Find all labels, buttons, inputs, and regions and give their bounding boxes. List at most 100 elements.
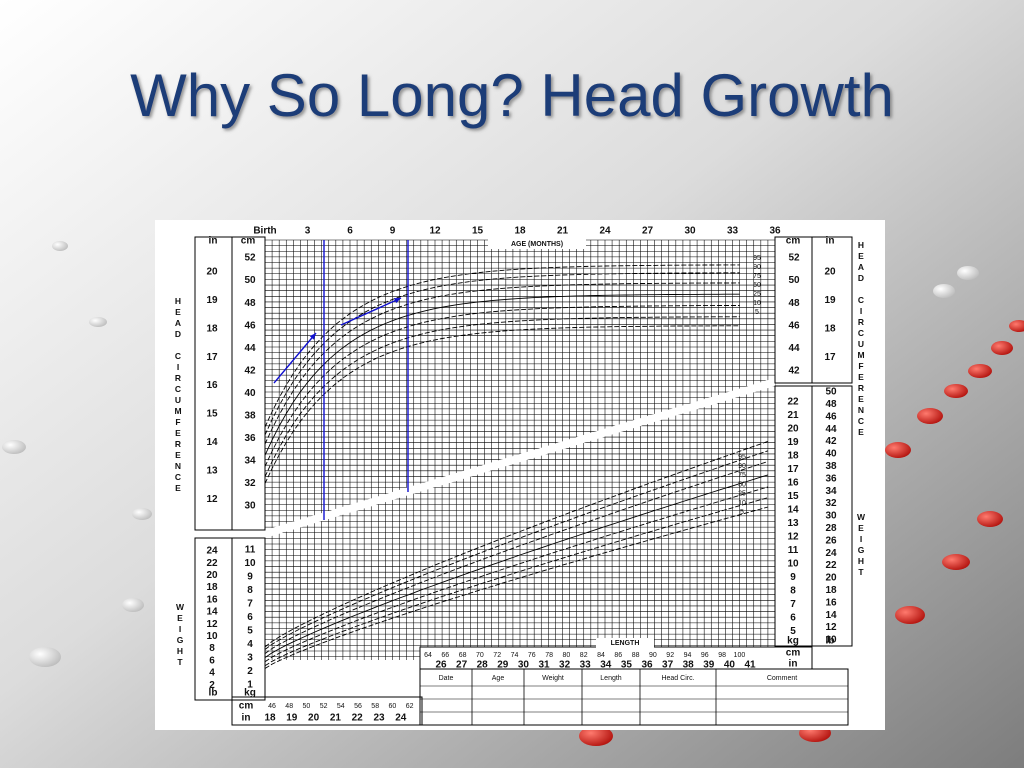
- header-bg: [488, 239, 586, 249]
- label: 50: [788, 275, 800, 286]
- label: 15: [206, 409, 218, 420]
- label: 76: [528, 652, 536, 659]
- unit: in: [789, 659, 798, 670]
- label: 48: [788, 298, 800, 309]
- label: 62: [406, 703, 414, 710]
- label: 30: [518, 660, 530, 671]
- weight-side-label: WEIGHT: [175, 602, 185, 668]
- slide-title: Why So Long? Head Growth: [130, 62, 894, 129]
- arrow-head: [309, 333, 316, 340]
- unit: cm: [786, 648, 801, 659]
- label: 19: [824, 295, 836, 306]
- label: 72: [493, 652, 501, 659]
- label: 18: [787, 451, 799, 462]
- label: 21: [557, 226, 569, 237]
- label: 3: [305, 226, 311, 237]
- label: 16: [206, 380, 218, 391]
- hc-side-label: HEAD CIRCUMFERENCE: [173, 296, 183, 494]
- unit: in: [242, 713, 251, 724]
- label: 41: [744, 660, 756, 671]
- label: 52: [788, 253, 800, 264]
- label: 20: [825, 573, 837, 584]
- label: 48: [285, 703, 293, 710]
- label: 15: [472, 226, 484, 237]
- label: 16: [825, 597, 837, 608]
- weight-side-label: WEIGHT: [856, 512, 866, 578]
- label: 74: [511, 652, 519, 659]
- label: 36: [244, 433, 256, 444]
- label: 52: [244, 253, 256, 264]
- label: 19: [787, 437, 799, 448]
- label: 44: [825, 424, 837, 435]
- label: 32: [825, 498, 837, 509]
- weight-curve: [264, 486, 769, 663]
- label: 46: [788, 320, 800, 331]
- label: 88: [632, 652, 640, 659]
- label: 38: [825, 461, 837, 472]
- age-header: AGE (MONTHS): [511, 241, 563, 248]
- arrow: [273, 332, 317, 384]
- hc-curve: [264, 325, 740, 484]
- unit: cm: [239, 701, 254, 712]
- label: 30: [244, 501, 256, 512]
- label: 7: [247, 599, 253, 610]
- weight-curve: [264, 440, 769, 648]
- label: 10: [206, 631, 218, 642]
- unit: lb: [826, 636, 835, 647]
- label: 36: [641, 660, 653, 671]
- label: 34: [244, 456, 256, 467]
- weight-curve: [264, 474, 769, 658]
- label: 58: [371, 703, 379, 710]
- label: 27: [642, 226, 654, 237]
- unit: cm: [241, 236, 256, 247]
- hc-curve: [264, 305, 740, 467]
- label: 22: [206, 558, 218, 569]
- divider-band: [195, 530, 265, 538]
- label: 40: [825, 449, 837, 460]
- label: 12: [206, 619, 218, 630]
- weight-curve: [264, 461, 769, 654]
- label: 66: [441, 652, 449, 659]
- label: 25: [753, 291, 761, 298]
- label: 78: [545, 652, 553, 659]
- label: 6: [209, 655, 215, 666]
- label: 39: [703, 660, 715, 671]
- label: 36: [825, 473, 837, 484]
- label: 16: [787, 478, 799, 489]
- label: 50: [738, 481, 746, 488]
- label: 19: [286, 713, 298, 724]
- label: 38: [244, 410, 256, 421]
- label: 29: [497, 660, 509, 671]
- label: 33: [580, 660, 592, 671]
- label: 8: [790, 586, 796, 597]
- label: 9: [247, 572, 253, 583]
- label: Birth: [253, 226, 276, 237]
- label: 60: [389, 703, 397, 710]
- label: 100: [734, 652, 746, 659]
- label: 86: [614, 652, 622, 659]
- label: 6: [247, 612, 253, 623]
- label: 17: [824, 352, 836, 363]
- label: 84: [597, 652, 605, 659]
- label: 14: [206, 607, 218, 618]
- label: 42: [825, 436, 837, 447]
- label: 34: [825, 486, 837, 497]
- label: 22: [787, 397, 799, 408]
- label: 54: [337, 703, 345, 710]
- label: 40: [724, 660, 736, 671]
- label: 96: [701, 652, 709, 659]
- label: 50: [753, 282, 761, 289]
- length-label: LENGTH: [611, 640, 640, 647]
- label: 4: [209, 668, 215, 679]
- label: 27: [456, 660, 468, 671]
- hc-curve: [264, 293, 740, 456]
- label: 50: [825, 387, 837, 398]
- label: 14: [206, 437, 218, 448]
- label: 35: [621, 660, 633, 671]
- label: Head Circ.: [661, 675, 694, 682]
- label: 46: [825, 411, 837, 422]
- label: 6: [347, 226, 353, 237]
